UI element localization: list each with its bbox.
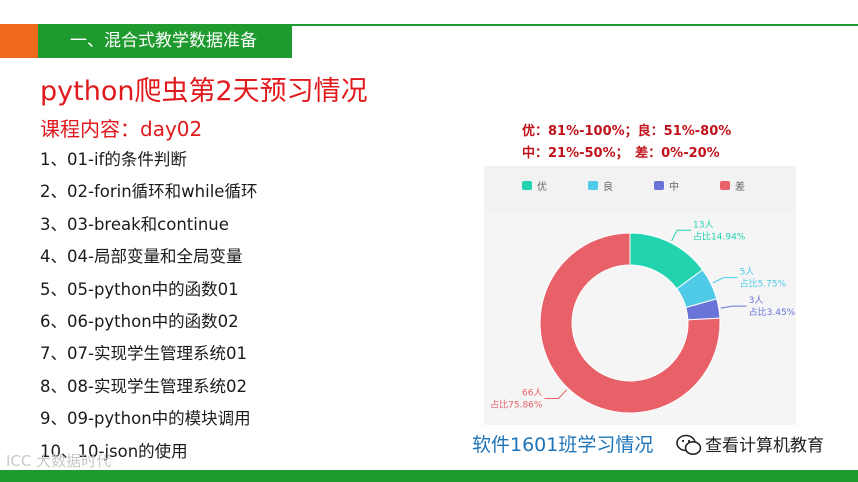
slice-percent-label: 占比5.75% — [740, 278, 787, 290]
chart-caption: 软件1601班学习情况 — [472, 434, 654, 456]
chart-legend: 优 良 中 差 — [522, 178, 786, 193]
slice-count-label: 3人 — [749, 295, 764, 306]
donut-slices — [539, 232, 721, 414]
leader-line — [671, 229, 692, 242]
watermark-text: 查看计算机教育 — [705, 436, 824, 456]
wechat-icon — [676, 434, 702, 455]
grading-line-2: 中：21%-50%； 差：0%-20% — [522, 146, 720, 161]
slice-percent-label: 占比3.45% — [749, 306, 796, 318]
lesson-item: 6、06-python中的函数02 — [40, 311, 239, 331]
header-accent-orange — [0, 24, 38, 58]
slice-percent-label: 占比14.94% — [693, 230, 746, 242]
lesson-item: 2、02-forin循环和while循环 — [40, 182, 258, 202]
lesson-item: 4、04-局部变量和全局变量 — [40, 247, 243, 267]
legend-label: 良 — [603, 182, 613, 193]
lesson-item: 8、08-实现学生管理系统02 — [40, 376, 247, 396]
lesson-item: 9、09-python中的模块调用 — [40, 409, 251, 429]
slice-count-label: 66人 — [522, 388, 542, 399]
leader-line — [712, 277, 738, 284]
legend-item-cha[interactable]: 差 — [720, 178, 786, 193]
slice-percent-label: 占比75.86% — [490, 399, 543, 411]
lesson-item: 7、07-实现学生管理系统01 — [40, 344, 247, 364]
legend-label: 优 — [537, 182, 547, 193]
section-title: 一、混合式教学数据准备 — [70, 31, 257, 51]
header-band — [38, 24, 292, 58]
legend-swatch — [720, 181, 730, 190]
slice-count-label: 13人 — [693, 219, 713, 230]
lesson-item: 10、10-json的使用 — [40, 441, 188, 461]
legend-item-zhong[interactable]: 中 — [654, 178, 720, 193]
legend-label: 中 — [669, 182, 679, 193]
slice-count-label: 5人 — [740, 267, 755, 278]
legend-label: 差 — [735, 182, 745, 193]
legend-item-you[interactable]: 优 — [522, 178, 588, 193]
legend-swatch — [654, 181, 664, 190]
lesson-item: 5、05-python中的函数01 — [40, 279, 239, 299]
lesson-item: 1、01-if的条件判断 — [40, 150, 187, 169]
course-label: 课程内容：day02 — [40, 117, 203, 141]
legend-swatch — [588, 181, 598, 190]
footer-bar — [0, 470, 858, 482]
lesson-list: 1、01-if的条件判断 2、02-forin循环和while循环 3、03-b… — [40, 149, 257, 473]
legend-swatch — [522, 181, 532, 190]
lesson-item: 3、03-break和continue — [40, 214, 229, 234]
leader-line — [544, 389, 568, 400]
grading-line-1: 优：81%-100%；良：51%-80% — [522, 124, 732, 139]
leader-line — [720, 305, 747, 309]
legend-item-liang[interactable]: 良 — [588, 178, 654, 193]
grading-scale: 优：81%-100%；良：51%-80% 中：21%-50%； 差：0%-20% — [522, 121, 731, 165]
header-rule — [292, 24, 858, 26]
slide-title: python爬虫第2天预习情况 — [40, 76, 368, 107]
corner-watermark: ICC 大数据时代 — [6, 452, 112, 470]
slice-cha[interactable] — [539, 232, 721, 414]
